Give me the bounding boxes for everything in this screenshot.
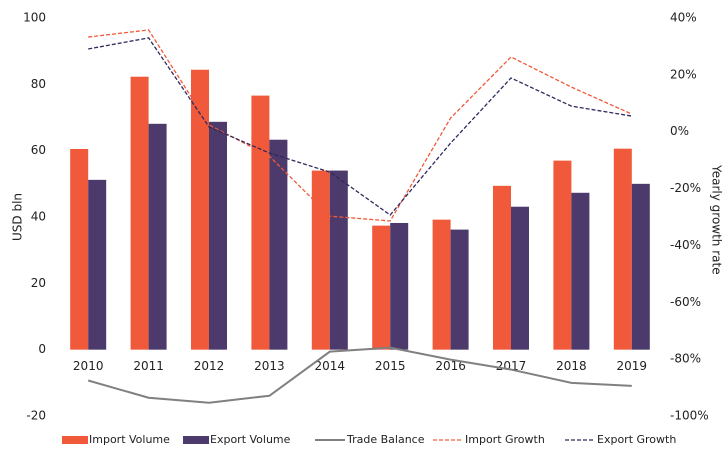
y-tick-label: 100 <box>23 11 46 25</box>
legend-label: Export Growth <box>597 433 676 446</box>
bar <box>571 192 590 350</box>
bar <box>130 76 149 350</box>
bar <box>148 123 167 350</box>
bar <box>209 121 227 350</box>
y2-tick-label: -80% <box>670 352 701 366</box>
y2-tick-label: -40% <box>670 238 701 252</box>
legend-swatch <box>62 436 88 444</box>
bar <box>70 149 89 350</box>
x-tick-label: 2013 <box>254 359 285 373</box>
y2-axis-title: Yearly growth rate <box>710 164 724 275</box>
line-series <box>88 29 633 222</box>
y2-tick-label: 20% <box>670 67 697 81</box>
x-tick-label: 2019 <box>617 359 648 373</box>
x-tick-label: 2011 <box>133 359 164 373</box>
bar <box>329 170 348 350</box>
y-tick-label: 80 <box>31 77 46 91</box>
bar <box>390 222 409 350</box>
bar <box>191 69 209 350</box>
bar <box>372 225 391 350</box>
x-tick-label: 2015 <box>375 359 406 373</box>
legend-label: Trade Balance <box>346 433 425 446</box>
x-tick-label: 2010 <box>73 359 104 373</box>
x-tick-label: 2016 <box>435 359 466 373</box>
y-axis-title: USD bln <box>11 193 25 241</box>
x-tick-label: 2012 <box>194 359 225 373</box>
y-tick-label: 20 <box>31 276 46 290</box>
y2-tick-label: -20% <box>670 181 701 195</box>
y2-tick-label: -100% <box>670 409 709 423</box>
legend-swatch <box>183 436 209 444</box>
line-series <box>88 37 632 216</box>
bar <box>311 170 330 350</box>
legend-label: Import Volume <box>89 433 170 446</box>
bar <box>432 219 451 350</box>
line-series <box>87 346 632 404</box>
x-tick-label: 2017 <box>496 359 527 373</box>
bar <box>511 206 529 350</box>
bar <box>613 148 632 350</box>
bar <box>493 185 511 350</box>
y-tick-label: 40 <box>31 210 46 224</box>
bar <box>553 160 572 350</box>
y-tick-label: 60 <box>31 143 46 157</box>
y2-tick-label: 0% <box>670 124 689 138</box>
y2-tick-label: 40% <box>670 11 697 25</box>
bar <box>269 139 288 350</box>
y-tick-label: 0 <box>38 342 46 356</box>
y-tick-label: -20 <box>26 409 46 423</box>
bar <box>450 229 469 350</box>
x-tick-label: 2018 <box>556 359 587 373</box>
y2-tick-label: -60% <box>670 295 701 309</box>
bar <box>631 183 650 350</box>
legend-label: Import Growth <box>465 433 545 446</box>
x-tick-label: 2014 <box>315 359 346 373</box>
bar <box>251 95 270 350</box>
legend-label: Export Volume <box>210 433 291 446</box>
bar <box>88 179 107 350</box>
